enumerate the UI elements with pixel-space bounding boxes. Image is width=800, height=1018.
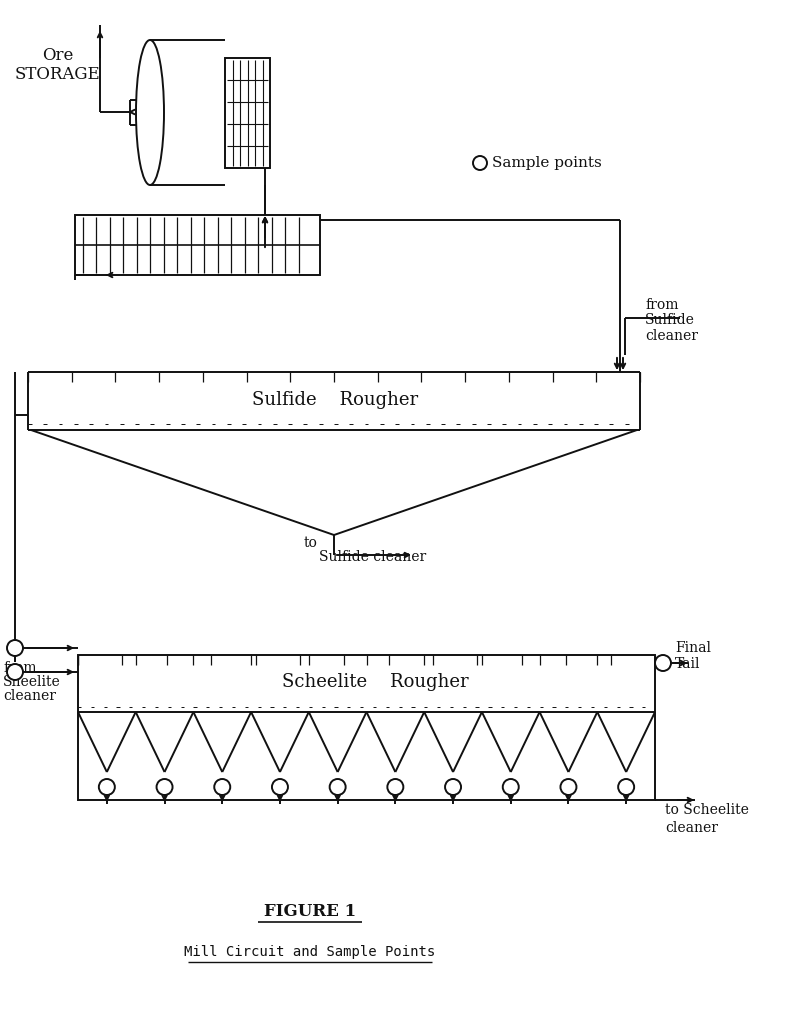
- Circle shape: [655, 655, 671, 671]
- Circle shape: [99, 779, 115, 795]
- Ellipse shape: [136, 40, 164, 185]
- Text: from: from: [3, 661, 37, 675]
- Circle shape: [7, 664, 23, 680]
- Text: Sulfide cleaner: Sulfide cleaner: [319, 550, 426, 564]
- Text: cleaner: cleaner: [665, 821, 718, 835]
- Text: Sulfide    Rougher: Sulfide Rougher: [252, 391, 418, 409]
- Text: to: to: [304, 536, 318, 550]
- Circle shape: [272, 779, 288, 795]
- Text: from: from: [645, 298, 678, 312]
- Text: cleaner: cleaner: [645, 329, 698, 343]
- Text: Ore: Ore: [42, 47, 74, 63]
- Bar: [225, 58, 270, 168]
- Bar: [78, 655, 655, 800]
- Circle shape: [502, 779, 518, 795]
- Circle shape: [473, 156, 487, 170]
- Text: Final: Final: [675, 641, 711, 655]
- Text: Sample points: Sample points: [492, 156, 602, 170]
- Text: cleaner: cleaner: [3, 689, 56, 703]
- Text: Mill Circuit and Sample Points: Mill Circuit and Sample Points: [184, 945, 436, 959]
- Text: Sulfide: Sulfide: [645, 313, 695, 327]
- Circle shape: [445, 779, 461, 795]
- Circle shape: [561, 779, 577, 795]
- Text: Sheelite: Sheelite: [3, 675, 61, 689]
- Bar: [75, 215, 320, 275]
- Circle shape: [618, 779, 634, 795]
- Text: Scheelite    Rougher: Scheelite Rougher: [282, 673, 468, 691]
- Circle shape: [387, 779, 403, 795]
- Circle shape: [214, 779, 230, 795]
- Text: Tail: Tail: [675, 657, 701, 671]
- Circle shape: [7, 640, 23, 656]
- Text: to Scheelite: to Scheelite: [665, 803, 749, 817]
- Text: STORAGE: STORAGE: [15, 65, 101, 82]
- Circle shape: [330, 779, 346, 795]
- Circle shape: [157, 779, 173, 795]
- Text: FIGURE 1: FIGURE 1: [264, 904, 356, 920]
